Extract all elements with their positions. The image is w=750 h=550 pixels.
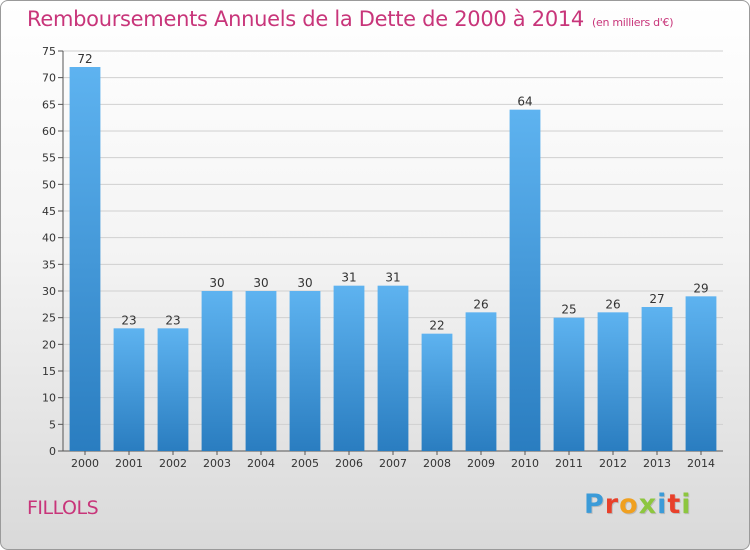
data-label: 31 [385, 271, 400, 285]
y-tick-labels: 0 5 10 15 20 25 30 35 40 45 50 55 60 65 70 75 [42, 45, 56, 458]
bar [201, 291, 233, 451]
logo-letter: r [604, 489, 620, 520]
data-labels: 72 23 23 30 30 30 31 31 22 26 64 25 26 27 29 [77, 52, 708, 333]
chart-title: Remboursements Annuels de la Dette de 20… [27, 7, 673, 31]
bar [157, 328, 189, 451]
x-tick-label: 2013 [643, 457, 671, 470]
x-tick-label: 2008 [423, 457, 451, 470]
data-label: 23 [165, 313, 180, 327]
y-tick-label: 50 [42, 178, 56, 191]
commune-name: FILLOLS [27, 497, 99, 519]
data-label: 31 [341, 271, 356, 285]
y-tick-label: 0 [49, 445, 56, 458]
bar [421, 333, 453, 451]
data-label: 26 [605, 297, 620, 311]
x-tick-label: 2002 [159, 457, 187, 470]
y-tick-label: 70 [42, 72, 56, 85]
y-tick-label: 25 [42, 312, 56, 325]
logo-letter: P [584, 489, 605, 520]
logo-letter: o [619, 489, 639, 520]
logo-letter: t [667, 489, 682, 520]
bar [289, 291, 321, 451]
y-tick-label: 5 [49, 418, 56, 431]
data-label: 30 [297, 276, 312, 290]
x-tick-label: 2014 [687, 457, 715, 470]
logo-letter: x [638, 489, 658, 520]
bars [69, 67, 717, 452]
bar [465, 312, 497, 451]
logo-letter: i [681, 489, 692, 520]
data-label: 64 [517, 95, 532, 109]
y-tick-label: 30 [42, 285, 56, 298]
data-label: 30 [209, 276, 224, 290]
data-label: 27 [649, 292, 664, 306]
bar [597, 312, 629, 451]
y-tick-label: 60 [42, 125, 56, 138]
x-tick-label: 2004 [247, 457, 275, 470]
x-tick-label: 2005 [291, 457, 319, 470]
bar [377, 285, 409, 451]
bar [245, 291, 277, 451]
data-label: 29 [693, 281, 708, 295]
x-tick-labels: 2000 2001 2002 2003 2004 2005 2006 2007 2008 2009… [71, 457, 715, 470]
chart-title-text: Remboursements Annuels de la Dette de 20… [27, 7, 584, 31]
y-tick-label: 45 [42, 205, 56, 218]
x-tick-label: 2010 [511, 457, 539, 470]
data-label: 26 [473, 297, 488, 311]
y-tick-label: 35 [42, 258, 56, 271]
x-tick-label: 2012 [599, 457, 627, 470]
data-label: 23 [121, 313, 136, 327]
bar [509, 109, 541, 452]
x-tick-label: 2000 [71, 457, 99, 470]
x-tick-label: 2001 [115, 457, 143, 470]
y-tick-label: 15 [42, 365, 56, 378]
chart-unit: (en milliers d'€) [592, 16, 674, 29]
y-tick-label: 40 [42, 232, 56, 245]
x-tick-label: 2009 [467, 457, 495, 470]
x-tick-label: 2011 [555, 457, 583, 470]
bar [553, 317, 585, 451]
y-tick-label: 10 [42, 392, 56, 405]
x-tick-label: 2003 [203, 457, 231, 470]
logo-letter: i [657, 489, 668, 520]
bar [685, 296, 717, 451]
y-tick-label: 55 [42, 152, 56, 165]
bar [69, 67, 101, 451]
y-tick-label: 65 [42, 98, 56, 111]
proxiti-logo: Proxiti [584, 489, 692, 520]
bar [641, 307, 673, 451]
x-tick-label: 2007 [379, 457, 407, 470]
data-label: 72 [77, 52, 92, 66]
x-tick-label: 2006 [335, 457, 363, 470]
bar [113, 328, 145, 451]
bar [333, 285, 365, 451]
y-tick-label: 20 [42, 338, 56, 351]
data-label: 30 [253, 276, 268, 290]
data-label: 25 [561, 303, 576, 317]
y-tick-label: 75 [42, 45, 56, 58]
data-label: 22 [429, 319, 444, 333]
